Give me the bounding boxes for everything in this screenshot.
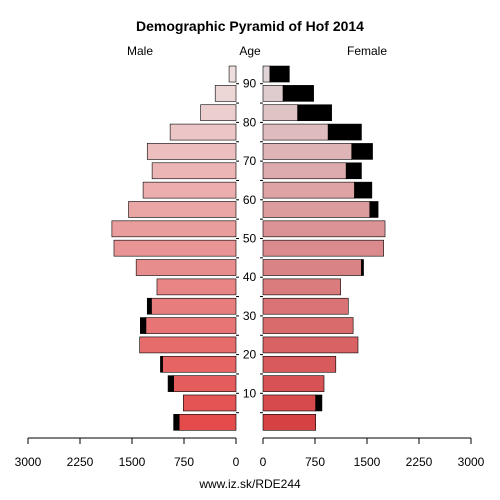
male-bar-70-74: [146, 143, 237, 160]
female-bar-90-94: [262, 65, 271, 83]
male-bar-55-59: [128, 201, 237, 218]
female-extra-bar-85-89: [282, 85, 314, 102]
male-bar-15-19: [162, 355, 237, 373]
x-tick-label-left-750: 750: [174, 455, 194, 469]
female-label: Female: [347, 44, 387, 58]
male-bar-30-34: [151, 297, 237, 315]
female-bar-85-89: [262, 85, 284, 102]
female-bar-25-29: [262, 317, 354, 334]
age-tick-label-60: 60: [243, 193, 257, 207]
male-bar-60-64: [142, 181, 237, 199]
male-extra-bar-10-14: [167, 375, 174, 392]
male-bar-10-14: [173, 375, 237, 392]
age-tick-label-30: 30: [243, 309, 257, 323]
female-bar-80-84: [262, 104, 298, 122]
female-bar-35-39: [262, 278, 341, 296]
female-bar-75-79: [262, 123, 329, 141]
female-bar-55-59: [262, 201, 371, 218]
age-tick-label-70: 70: [243, 154, 257, 168]
female-bar-65-69: [262, 162, 347, 180]
female-bar-30-34: [262, 297, 349, 315]
male-bar-20-24: [139, 336, 237, 354]
male-bar-0-4: [178, 414, 237, 431]
x-tick-label-left-3000: 3000: [15, 455, 42, 469]
x-tick-label-right-1500: 1500: [354, 455, 381, 469]
female-extra-bar-5-9: [315, 394, 323, 412]
female-bar-40-44: [262, 259, 362, 276]
x-tick-label-left-2250: 2250: [67, 455, 94, 469]
male-bar-35-39: [156, 278, 237, 296]
female-bar-0-4: [262, 414, 316, 431]
female-extra-bar-40-44: [361, 259, 364, 276]
age-tick-label-80: 80: [243, 115, 257, 129]
female-extra-bar-75-79: [327, 123, 362, 141]
female-extra-bar-60-64: [354, 181, 373, 199]
x-tick-label-right-0: 0: [260, 455, 267, 469]
male-bar-25-29: [145, 317, 237, 334]
male-bar-85-89: [214, 85, 237, 102]
male-bar-40-44: [135, 259, 237, 276]
male-bar-80-84: [200, 104, 237, 122]
chart-title: Demographic Pyramid of Hof 2014: [136, 18, 364, 34]
male-extra-bar-15-19: [160, 355, 163, 373]
male-bar-45-49: [113, 239, 237, 257]
male-bar-5-9: [183, 394, 237, 412]
female-extra-bar-90-94: [269, 65, 290, 83]
female-bar-5-9: [262, 394, 316, 412]
female-bar-50-54: [262, 220, 386, 238]
male-bar-50-54: [111, 220, 237, 238]
footer-url[interactable]: www.iz.sk/RDE244: [198, 477, 301, 491]
age-label: Age: [239, 44, 261, 58]
male-extra-bar-30-34: [146, 297, 152, 315]
female-bar-20-24: [262, 336, 359, 354]
x-tick-label-left-0: 0: [233, 455, 240, 469]
age-tick-label-90: 90: [243, 77, 257, 91]
x-tick-label-right-3000: 3000: [458, 455, 485, 469]
male-bar-75-79: [169, 123, 237, 141]
axes-group: 10 20 30 40 50 60 70 80 90 3000 2250 1500 750 0 0 750 15…: [15, 77, 485, 469]
x-tick-label-left-1500: 1500: [119, 455, 146, 469]
bars-group: [111, 65, 386, 431]
age-tick-label-20: 20: [243, 348, 257, 362]
female-extra-bar-55-59: [369, 201, 379, 218]
male-extra-bar-0-4: [173, 414, 180, 431]
age-tick-label-50: 50: [243, 232, 257, 246]
male-bar-65-69: [151, 162, 237, 180]
x-tick-label-right-2250: 2250: [406, 455, 433, 469]
female-bar-60-64: [262, 181, 355, 199]
female-bar-70-74: [262, 143, 353, 160]
female-extra-bar-65-69: [345, 162, 362, 180]
age-tick-label-10: 10: [243, 386, 257, 400]
female-bar-15-19: [262, 355, 337, 373]
male-bar-90-94: [228, 65, 237, 83]
female-bar-10-14: [262, 375, 325, 392]
age-tick-label-40: 40: [243, 270, 257, 284]
x-tick-label-right-750: 750: [305, 455, 325, 469]
female-extra-bar-80-84: [297, 104, 332, 122]
female-bar-45-49: [262, 239, 384, 257]
male-label: Male: [127, 44, 153, 58]
male-extra-bar-25-29: [140, 317, 147, 334]
female-extra-bar-70-74: [351, 143, 373, 160]
